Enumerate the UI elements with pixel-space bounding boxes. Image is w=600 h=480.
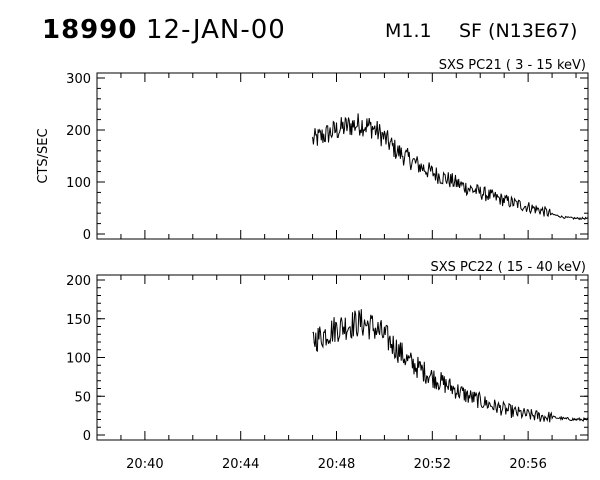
y-axis-label: CTS/SEC <box>36 128 51 183</box>
x-tick-label: 20:48 <box>318 457 355 472</box>
panel-title: SXS PC22 ( 15 - 40 keV) <box>430 260 586 275</box>
x-tick-label: 20:56 <box>509 457 546 472</box>
y-tick-label: 150 <box>66 313 91 328</box>
flare-location: SF (N13E67) <box>459 20 578 42</box>
y-tick-label: 100 <box>66 176 91 191</box>
x-tick-label: 20:40 <box>126 457 163 472</box>
y-tick-label: 200 <box>66 124 91 139</box>
plot-frame <box>96 274 589 441</box>
panel-title: SXS PC21 ( 3 - 15 keV) <box>439 58 586 73</box>
panel-pc21: 0 100 200 300 SXS PC21 ( 3 - 15 keV) CTS/SEC <box>36 58 589 243</box>
series-line-0 <box>312 113 589 221</box>
series-line-0 <box>312 309 589 423</box>
y-tick-label: 200 <box>66 274 91 289</box>
y-tick-label: 0 <box>83 228 91 243</box>
x-tick-label: 20:52 <box>414 457 451 472</box>
plot-frame <box>96 72 589 240</box>
y-tick-label: 100 <box>66 352 91 367</box>
panel-pc22: 0 50 100 150 200 20:40 20:44 20:48 20:52 20:56 SXS… <box>66 260 589 472</box>
event-number: 18990 <box>42 15 138 45</box>
y-tick-label: 50 <box>74 390 91 405</box>
x-tick-label: 20:44 <box>222 457 259 472</box>
event-date: 12-JAN-00 <box>146 15 286 45</box>
flare-class: M1.1 <box>385 20 432 42</box>
y-tick-label: 0 <box>83 429 91 444</box>
y-tick-label: 300 <box>66 72 91 87</box>
